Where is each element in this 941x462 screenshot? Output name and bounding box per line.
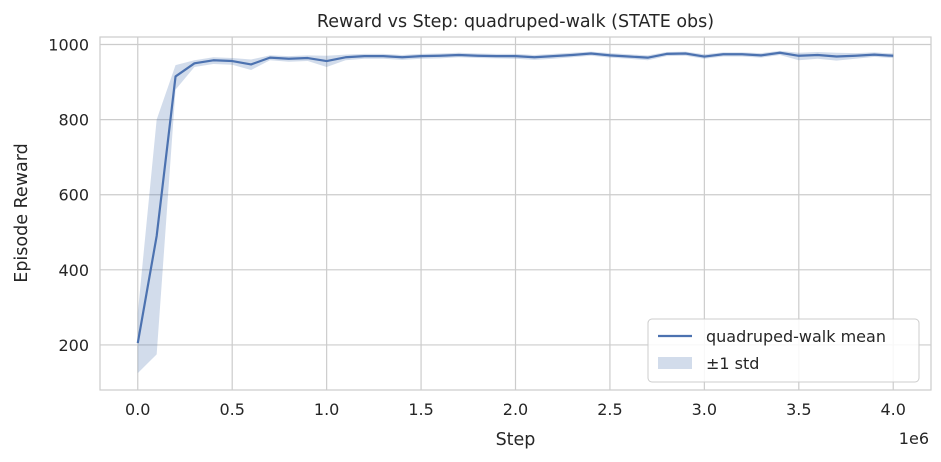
y-tick-label: 800 xyxy=(58,111,89,130)
legend-box xyxy=(647,318,920,383)
y-tick-label: 400 xyxy=(58,261,89,280)
x-tick-label: 1.5 xyxy=(408,400,433,419)
chart-title: Reward vs Step: quadruped-walk (STATE ob… xyxy=(317,12,714,32)
series-line-layer xyxy=(136,51,894,344)
x-tick-label: 2.5 xyxy=(597,400,622,419)
x-tick-label: 4.0 xyxy=(881,400,906,419)
legend-mean-label: quadruped-walk mean xyxy=(706,327,886,346)
x-tick-label: 0.5 xyxy=(219,400,244,419)
legend-std-swatch xyxy=(658,357,692,369)
x-axis-multiplier: 1e6 xyxy=(899,429,929,448)
y-tick-labels: 200 400 600 800 1000 xyxy=(48,36,89,355)
x-axis-title: Step xyxy=(496,430,536,450)
y-tick-label: 600 xyxy=(58,186,89,205)
legend-std-label: ±1 std xyxy=(706,354,759,373)
plot-frame xyxy=(99,36,932,391)
y-tick-label: 200 xyxy=(58,336,89,355)
x-tick-label: 0.0 xyxy=(125,400,150,419)
y-axis-title: Episode Reward xyxy=(12,143,32,282)
x-tick-labels: 0.0 0.5 1.0 1.5 2.0 2.5 3.0 3.5 4.0 xyxy=(125,400,906,419)
mean-line xyxy=(136,51,894,344)
x-tick-label: 3.5 xyxy=(786,400,811,419)
x-tick-label: 1.0 xyxy=(314,400,339,419)
x-tick-label: 3.0 xyxy=(692,400,717,419)
y-tick-label: 1000 xyxy=(48,36,89,55)
x-tick-label: 2.0 xyxy=(503,400,528,419)
legend: quadruped-walk mean ±1 std xyxy=(647,318,920,383)
